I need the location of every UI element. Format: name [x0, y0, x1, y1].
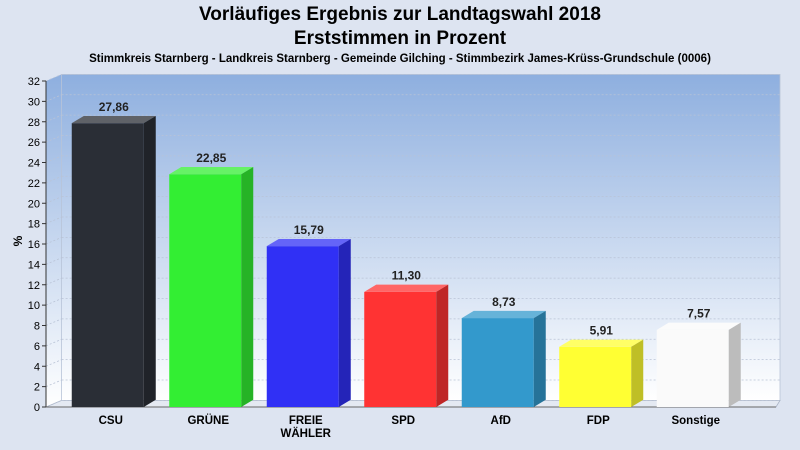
bar-front[interactable] [71, 123, 144, 408]
gridline-diag [45, 359, 62, 367]
chart-title: Vorläufiges Ergebnis zur Landtagswahl 20… [0, 3, 800, 51]
bar-top[interactable] [71, 115, 156, 124]
bar[interactable] [169, 167, 254, 407]
bar-side[interactable] [728, 322, 741, 407]
y-axis-label: % [11, 235, 25, 246]
y-tick-label: 24 [28, 158, 40, 170]
gridline-diag [45, 400, 62, 408]
x-tick-label: FDP [587, 415, 610, 427]
bar[interactable] [559, 339, 644, 407]
gridline-diag [45, 196, 62, 204]
x-tick-label: WÄHLER [281, 427, 332, 440]
y-tick-label: 0 [34, 402, 40, 414]
y-tick-label: 20 [28, 198, 40, 210]
bar-top[interactable] [461, 310, 546, 319]
x-tick-label: GRÜNE [187, 414, 229, 427]
gridline-diag [45, 277, 62, 286]
bar-front[interactable] [559, 346, 632, 407]
bar[interactable] [461, 310, 546, 407]
y-tick-label: 10 [28, 300, 40, 312]
bar-side[interactable] [143, 115, 156, 407]
y-tick-label: 14 [28, 259, 40, 271]
chart-subtitle: Stimmkreis Starnberg - Landkreis Starnbe… [89, 53, 711, 65]
bar-top[interactable] [656, 322, 741, 330]
y-tick-label: 30 [28, 96, 40, 108]
y-tick-label: 16 [28, 239, 40, 251]
data-label: 22,85 [196, 151, 226, 165]
chart-title-line-2: Erststimmen in Prozent [293, 28, 507, 49]
gridline-diag [45, 94, 62, 102]
bar-front[interactable] [656, 329, 729, 407]
y-tick-label: 26 [28, 137, 40, 149]
bar-top[interactable] [364, 284, 449, 292]
y-tick-label: 4 [34, 361, 40, 373]
gridline-diag [45, 318, 62, 326]
bar-front[interactable] [461, 318, 534, 407]
gridline-diag [45, 114, 62, 123]
gridline-diag [45, 338, 62, 347]
y-tick-label: 32 [28, 76, 40, 88]
y-tick-label: 22 [28, 178, 40, 190]
gridline-diag [45, 216, 62, 224]
bar-side[interactable] [631, 339, 644, 407]
gridline-diag [45, 298, 62, 306]
x-tick-label: Sonstige [671, 415, 720, 427]
bar[interactable] [364, 284, 449, 407]
bar-top[interactable] [266, 238, 351, 247]
chart-title-line-1: Vorläufiges Ergebnis zur Landtagswahl 20… [199, 4, 601, 25]
data-label: 15,79 [294, 223, 324, 237]
gridline-diag [45, 135, 62, 143]
bar-front[interactable] [169, 174, 242, 407]
bar-top[interactable] [169, 167, 254, 175]
bar[interactable] [71, 115, 156, 408]
x-tick-label: FREIE [289, 415, 323, 427]
y-tick-label: 18 [28, 219, 40, 231]
data-label: 7,57 [687, 307, 711, 321]
y-tick-label: 12 [28, 280, 40, 292]
data-label: 11,30 [392, 269, 422, 283]
y-tick-label: 8 [34, 321, 40, 333]
bar-side[interactable] [338, 238, 351, 407]
bar-front[interactable] [266, 246, 339, 407]
bar[interactable] [266, 238, 351, 407]
gridline-diag [45, 155, 62, 163]
x-tick-label: AfD [491, 415, 511, 427]
bar-side[interactable] [436, 284, 449, 407]
y-tick-label: 28 [28, 117, 40, 129]
bar-side[interactable] [533, 310, 546, 407]
data-label: 27,86 [99, 100, 129, 114]
bar[interactable] [656, 322, 741, 407]
gridline-diag [45, 379, 62, 387]
gridline-diag [45, 237, 62, 245]
y-tick-label: 2 [34, 382, 40, 394]
gridline-diag [45, 74, 62, 82]
gridline-diag [45, 257, 62, 265]
x-tick-label: SPD [391, 415, 415, 427]
y-tick-label: 6 [34, 341, 40, 353]
data-label: 8,73 [492, 295, 516, 309]
bar-front[interactable] [364, 291, 437, 407]
gridline-diag [45, 175, 62, 184]
x-tick-label: CSU [99, 415, 123, 427]
bar-side[interactable] [241, 167, 254, 407]
data-label: 5,91 [590, 324, 614, 338]
bar-top[interactable] [559, 339, 644, 347]
